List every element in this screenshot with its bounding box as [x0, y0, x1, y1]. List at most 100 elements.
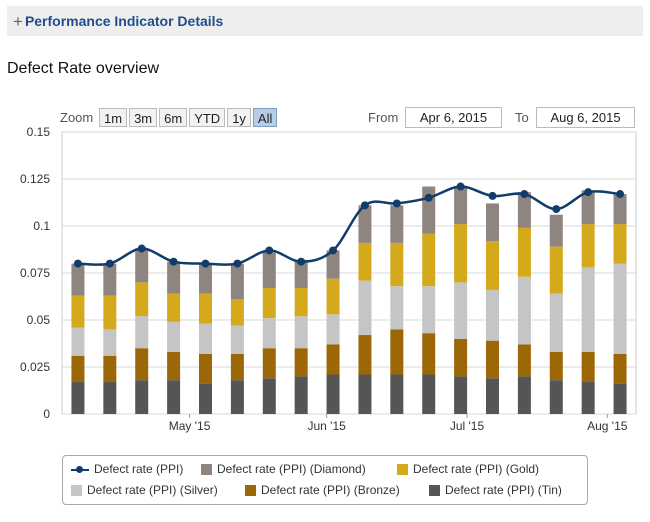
bar-segment [103, 295, 117, 330]
bar-segment [390, 286, 404, 330]
line-point [329, 246, 338, 255]
panel-title[interactable]: Performance Indicator Details [24, 13, 224, 29]
bar-segment [294, 259, 308, 289]
zoom-button-group: 1m 3m 6m YTD 1y All [99, 108, 279, 127]
legend-item-diamond[interactable]: Defect rate (PPI) (Diamond) [201, 462, 366, 476]
y-tick-label: 0 [43, 407, 50, 421]
legend-item-bronze[interactable]: Defect rate (PPI) (Bronze) [245, 483, 400, 497]
bar-segment [517, 376, 531, 414]
bar-segment [358, 374, 372, 414]
panel-header[interactable]: + Performance Indicator Details [7, 6, 643, 36]
line-point [488, 191, 497, 200]
bar-segment [103, 263, 117, 296]
bar-segment [262, 252, 276, 289]
y-tick-label: 0.075 [20, 266, 50, 280]
bar-segment [517, 344, 531, 377]
zoom-all-button[interactable]: All [252, 108, 278, 127]
bar-segment [167, 380, 181, 414]
bar-segment [199, 293, 212, 324]
bar-segment [135, 348, 149, 381]
bar-segment [549, 246, 563, 294]
bar-segment [549, 380, 563, 414]
bar-segment [581, 351, 595, 383]
bar-segment [167, 261, 181, 294]
bar-segment [517, 192, 531, 228]
gold-swatch-icon [397, 463, 408, 475]
diamond-swatch-icon [201, 463, 212, 475]
bar-segment [71, 382, 85, 414]
tin-swatch-icon [429, 484, 440, 496]
bar-segment [422, 233, 436, 287]
bar-segment [613, 383, 627, 414]
bar-segment [326, 344, 340, 375]
bar-segment [71, 355, 85, 383]
to-date-input[interactable] [536, 107, 635, 128]
plus-icon[interactable]: + [13, 11, 23, 31]
bar-segment [262, 378, 276, 414]
silver-swatch-icon [71, 484, 82, 496]
bar-segment [358, 280, 372, 336]
zoom-ytd-button[interactable]: YTD [189, 108, 226, 127]
bar-segment [71, 263, 85, 296]
line-point [265, 246, 274, 255]
y-tick-label: 0.1 [33, 219, 50, 233]
line-marker-icon [71, 464, 89, 475]
bar-segment [294, 316, 308, 349]
bar-segment [517, 276, 531, 345]
line-point [552, 205, 561, 214]
y-tick-label: 0.125 [20, 172, 50, 186]
bar-segment [454, 186, 468, 225]
line-point [73, 259, 82, 268]
line-point [233, 259, 242, 268]
bar-segment [103, 382, 117, 414]
x-tick-label: May '15 [169, 419, 211, 433]
zoom-3m-button[interactable]: 3m [129, 108, 158, 127]
line-point [169, 257, 178, 266]
zoom-6m-button[interactable]: 6m [159, 108, 188, 127]
legend-item-gold[interactable]: Defect rate (PPI) (Gold) [397, 462, 539, 476]
bronze-swatch-icon [245, 484, 256, 496]
bar-segment [199, 263, 212, 294]
bar-segment [294, 376, 308, 414]
bar-segment [422, 186, 436, 234]
zoom-1y-button[interactable]: 1y [227, 108, 251, 127]
bar-segment [390, 205, 404, 243]
bar-segment [517, 227, 531, 277]
bar-segment [390, 329, 404, 375]
y-tick-label: 0.15 [27, 125, 51, 139]
legend-label: Defect rate (PPI) (Tin) [445, 483, 562, 497]
bar-segment [422, 333, 436, 375]
bar-segment [135, 316, 149, 349]
bar-segment [230, 263, 244, 300]
bar-segment [549, 351, 563, 381]
legend-item-overall[interactable]: Defect rate (PPI) [71, 462, 183, 476]
bar-segment [422, 286, 436, 334]
from-date-input[interactable] [405, 107, 502, 128]
section-title: Defect Rate overview [7, 60, 160, 77]
line-point [105, 259, 114, 268]
line-point [360, 201, 369, 210]
bar-segment [199, 353, 212, 384]
bar-segment [454, 282, 468, 339]
zoom-1m-button[interactable]: 1m [99, 108, 128, 127]
line-point [616, 190, 625, 199]
bar-segment [262, 348, 276, 379]
line-point [424, 193, 433, 202]
from-label: From [368, 110, 399, 125]
bar-segment [486, 241, 499, 290]
bar-segment [486, 340, 499, 379]
bar-segment [230, 299, 244, 326]
legend-item-silver[interactable]: Defect rate (PPI) (Silver) [71, 483, 218, 497]
chart-legend: Defect rate (PPI) Defect rate (PPI) (Dia… [62, 455, 588, 505]
bar-segment [71, 295, 85, 328]
bar-segment [422, 374, 436, 414]
bar-segment [135, 248, 149, 283]
bar-segment [103, 329, 117, 356]
y-tick-label: 0.05 [27, 313, 51, 327]
bar-segment [486, 203, 499, 242]
bar-segment [326, 314, 340, 345]
bar-segment [262, 318, 276, 349]
bar-segment [454, 224, 468, 283]
bar-segment [454, 338, 468, 377]
legend-item-tin[interactable]: Defect rate (PPI) (Tin) [429, 483, 562, 497]
